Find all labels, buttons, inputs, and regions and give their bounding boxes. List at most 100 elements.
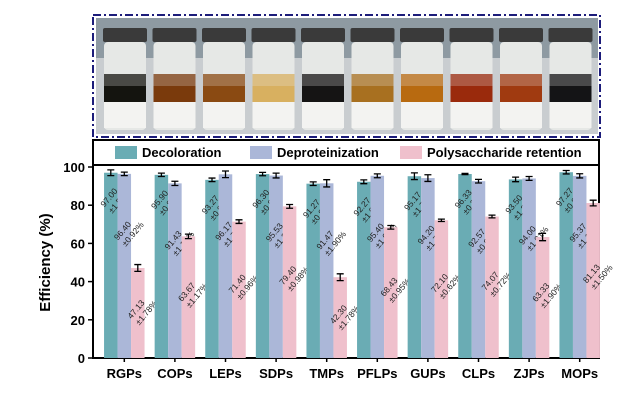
y-tick-label: 0	[78, 351, 85, 366]
vial-cap	[449, 28, 494, 42]
bar	[471, 181, 486, 358]
error-bar	[208, 177, 216, 183]
error-bar	[309, 181, 317, 187]
bar	[333, 277, 347, 358]
photo-frame	[92, 14, 601, 138]
vial-cap	[103, 28, 147, 42]
bar	[384, 227, 398, 358]
vial-cap	[400, 28, 444, 42]
error-bar	[184, 233, 192, 240]
bar	[357, 181, 371, 358]
y-tick-label: 60	[71, 236, 85, 251]
x-tick-label: MOPs	[561, 366, 598, 381]
vial-bottom	[500, 102, 542, 128]
x-tick-label: ZJPs	[514, 366, 545, 381]
vial-cap	[350, 28, 395, 42]
bar	[458, 174, 472, 358]
bar	[559, 172, 573, 358]
legend-swatch	[115, 146, 137, 159]
bar	[181, 236, 196, 358]
bar	[407, 176, 422, 358]
vial-liquid	[351, 74, 394, 88]
error-bar	[157, 172, 165, 178]
bar	[168, 183, 182, 358]
vial-liquid	[500, 74, 542, 88]
x-tick-label: COPs	[157, 366, 192, 381]
vial-cap	[202, 28, 246, 42]
vial-band	[302, 86, 344, 102]
vial-liquid	[302, 74, 344, 88]
error-bar	[576, 173, 584, 179]
y-axis-label: Efficiency (%)	[37, 213, 54, 311]
error-bar	[512, 176, 520, 183]
vial-cap	[499, 28, 543, 42]
error-bar	[424, 174, 432, 183]
legend-box	[92, 139, 600, 166]
vial-bottom	[104, 102, 146, 128]
x-tick-label: LEPs	[209, 366, 242, 381]
vial-cap	[301, 28, 345, 42]
vial-liquid	[203, 74, 245, 88]
bar	[485, 216, 499, 358]
vial-bottom	[351, 102, 394, 128]
bar	[319, 183, 334, 358]
error-bar	[488, 214, 496, 219]
photo	[92, 14, 601, 138]
error-bar	[107, 169, 115, 177]
vial-bottom	[302, 102, 344, 128]
error-bar	[259, 171, 267, 177]
bar	[104, 172, 118, 358]
bar	[218, 174, 233, 358]
error-bar	[272, 172, 280, 179]
y-tick-label: 40	[71, 275, 85, 290]
error-bar	[222, 170, 229, 179]
error-bar	[286, 203, 294, 209]
error-bar	[461, 172, 469, 176]
bar	[572, 175, 587, 358]
vial-liquid	[549, 74, 592, 88]
error-bar	[589, 199, 597, 207]
legend-swatch	[250, 146, 272, 159]
bar	[370, 175, 385, 358]
error-bar	[120, 171, 128, 177]
bar	[586, 203, 600, 358]
vial-bottom	[549, 102, 592, 128]
vial-band	[252, 86, 295, 102]
error-bar	[437, 218, 445, 223]
legend-swatch	[400, 146, 422, 159]
legend-label: Deproteinization	[277, 145, 379, 160]
x-tick-label: CLPs	[462, 366, 495, 381]
vial-liquid	[401, 74, 443, 88]
x-tick-label: TMPs	[309, 366, 344, 381]
vial-band	[203, 86, 245, 102]
error-bar	[336, 273, 344, 282]
bar	[269, 175, 283, 358]
vial-liquid	[153, 74, 196, 88]
bar	[154, 174, 169, 358]
error-bar	[134, 263, 142, 273]
vial-band	[549, 86, 592, 102]
bar	[434, 220, 449, 358]
error-bar	[410, 172, 418, 181]
x-tick-label: GUPs	[410, 366, 445, 381]
bar	[535, 237, 550, 358]
vial-band	[500, 86, 542, 102]
vial-bottom	[153, 102, 196, 128]
bar	[522, 178, 536, 358]
bar	[205, 179, 219, 358]
error-bar	[562, 169, 570, 175]
x-tick-label: SDPs	[259, 366, 293, 381]
y-tick-label: 100	[63, 160, 85, 175]
x-tick-label: PFLPs	[357, 366, 397, 381]
bar	[232, 221, 246, 358]
error-bar	[235, 219, 243, 225]
legend-label: Decoloration	[142, 145, 222, 160]
error-bar	[171, 180, 179, 187]
error-bar	[373, 173, 381, 179]
vial-cap	[152, 28, 197, 42]
vial-bottom	[252, 102, 295, 128]
vial-band	[351, 86, 394, 102]
bar	[255, 174, 270, 358]
vial-cap	[548, 28, 593, 42]
